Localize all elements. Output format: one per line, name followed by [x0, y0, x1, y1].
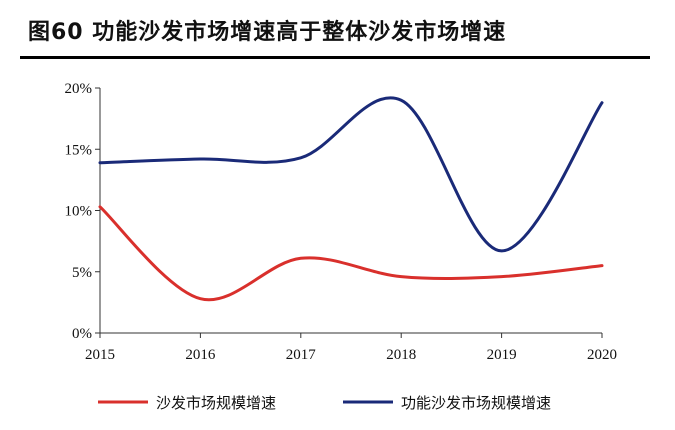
x-tick-label: 2018 [386, 347, 416, 363]
y-tick-label: 20% [65, 81, 93, 97]
chart-title: 图60 功能沙发市场增速高于整体沙发市场增速 [28, 20, 507, 45]
series-line-1 [98, 205, 604, 302]
title-divider [20, 56, 650, 59]
y-tick-label: 10% [65, 204, 93, 220]
x-tick-label: 2020 [587, 347, 617, 363]
x-tick-label: 2016 [185, 347, 216, 363]
x-tick-label: 2017 [286, 347, 317, 363]
x-tick-label: 2019 [487, 347, 517, 363]
y-tick-label: 0% [72, 326, 92, 342]
legend-label-1: 沙发市场规模增速 [156, 394, 276, 412]
legend-label-2: 功能沙发市场规模增速 [401, 394, 551, 412]
series-line-2 [98, 96, 604, 253]
x-tick-label: 2015 [85, 347, 115, 363]
y-tick-label: 5% [72, 265, 92, 281]
y-tick-label: 15% [65, 142, 93, 158]
